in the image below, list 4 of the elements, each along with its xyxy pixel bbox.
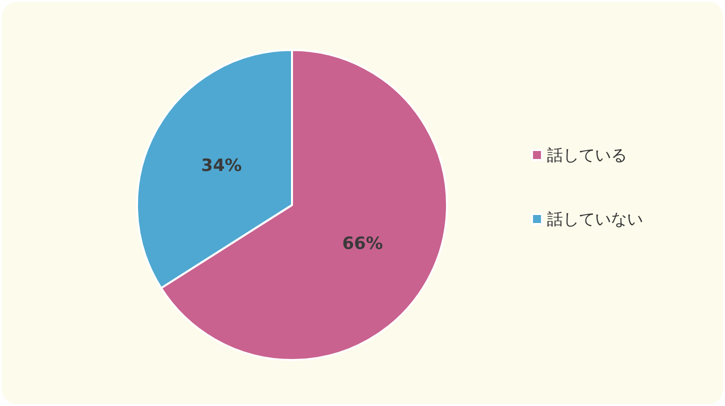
data-label: 34%	[201, 156, 242, 176]
legend-label: 話している	[547, 146, 627, 164]
legend-label: 話していない	[547, 210, 643, 228]
data-label: 66%	[342, 234, 383, 254]
